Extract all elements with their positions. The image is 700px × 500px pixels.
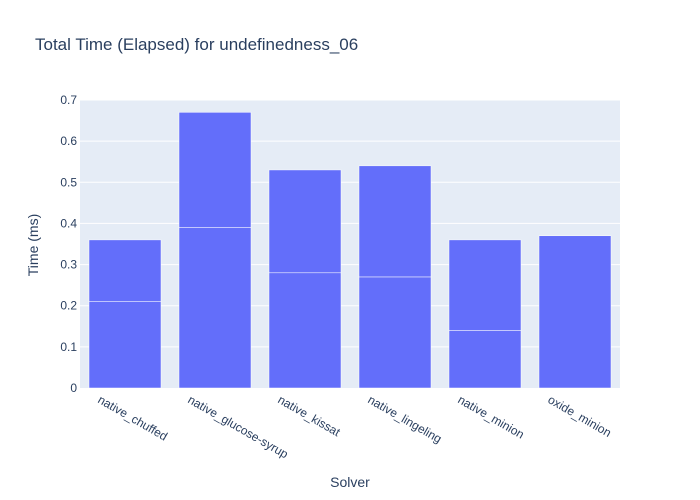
bar-segment-native_chuffed bbox=[88, 301, 162, 389]
y-tick-label: 0.1 bbox=[60, 340, 77, 354]
y-tick-labels: 0 0.1 0.2 0.3 0.4 0.5 0.6 0.7 bbox=[60, 93, 77, 395]
y-tick-label: 0.7 bbox=[60, 93, 77, 107]
y-tick-label: 0.6 bbox=[60, 134, 77, 148]
x-tick-label: native_glucose-syrup bbox=[186, 392, 291, 461]
y-tick-label: 0.4 bbox=[60, 216, 77, 230]
x-tick-label: native_minion bbox=[456, 392, 527, 441]
x-tick-labels: native_chuffed native_glucose-syrupnative… bbox=[96, 392, 614, 461]
bar-segment-native_glucose-syrup bbox=[178, 227, 252, 389]
bar-segment-native_glucose-syrup bbox=[178, 112, 252, 228]
plot-background bbox=[80, 100, 620, 388]
gridlines bbox=[80, 99, 620, 348]
y-tick-label: 0.5 bbox=[60, 175, 77, 189]
y-tick-label: 0 bbox=[70, 381, 77, 395]
y-axis-title: Time (ms) bbox=[25, 214, 41, 276]
y-tick-label: 0.2 bbox=[60, 299, 77, 313]
x-tick-label: native_chuffed bbox=[96, 392, 170, 443]
bar-segment-native_chuffed bbox=[88, 239, 162, 302]
bar-segment-oxide_minion bbox=[538, 235, 612, 389]
bars bbox=[88, 112, 612, 389]
bar-segment-native_lingeling bbox=[358, 165, 432, 278]
bar-segment-native_lingeling bbox=[358, 276, 432, 389]
x-tick-label: native_lingeling bbox=[366, 392, 445, 445]
bar-segment-native_kissat bbox=[268, 272, 342, 389]
x-axis-title: Solver bbox=[330, 474, 370, 490]
bar-segment-native_kissat bbox=[268, 169, 342, 274]
bar-segment-native_minion bbox=[448, 239, 522, 331]
x-tick-label: oxide_minion bbox=[546, 392, 614, 439]
x-tick-label: native_kissat bbox=[276, 392, 344, 439]
y-tick-label: 0.3 bbox=[60, 258, 77, 272]
chart-title: Total Time (Elapsed) for undefinedness_0… bbox=[35, 35, 358, 54]
bar-segment-native_minion bbox=[448, 330, 522, 389]
